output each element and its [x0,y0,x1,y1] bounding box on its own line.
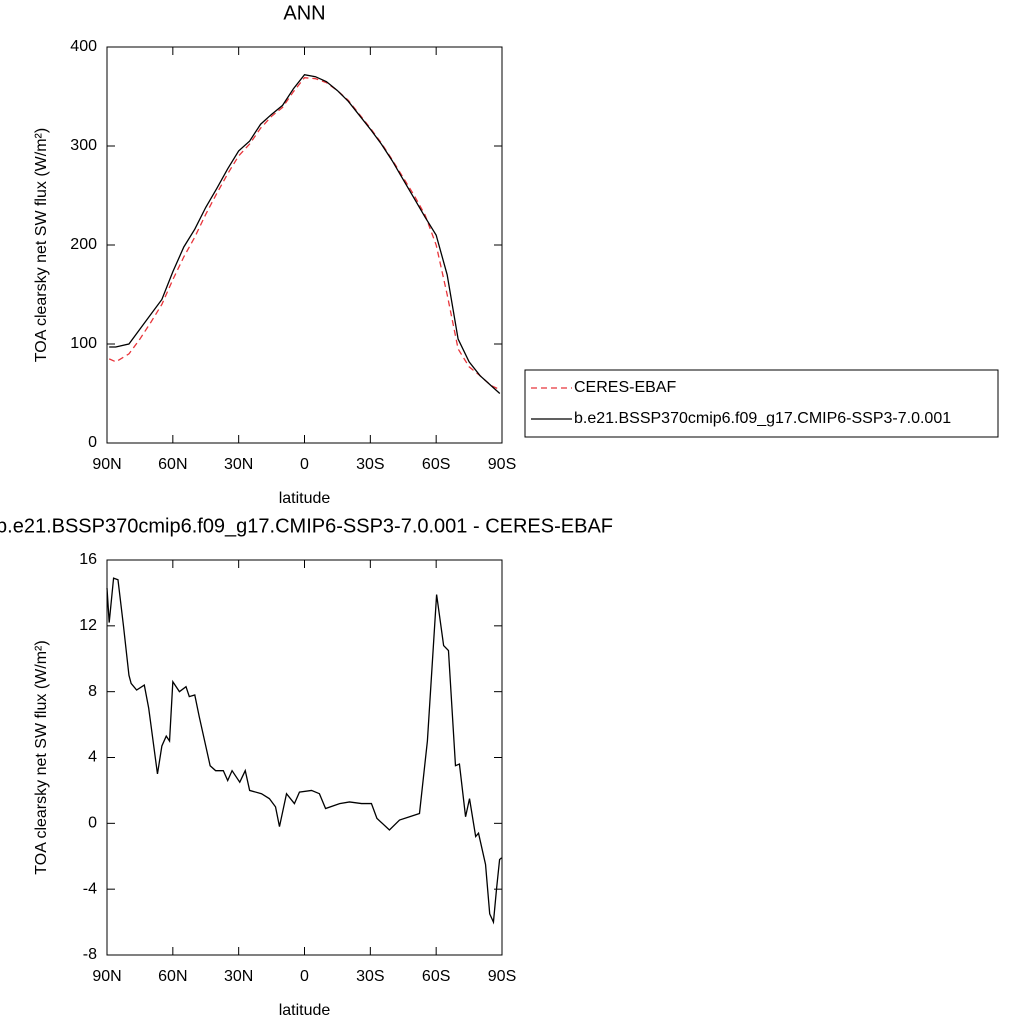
x-tick-label: 90N [92,968,121,985]
y-tick-label: 300 [70,137,97,154]
y-tick-label: 12 [79,617,97,634]
x-tick-label: 90S [488,968,516,985]
y-axis-label: TOA clearsky net SW flux (W/m²) [33,128,50,362]
y-axis-label: TOA clearsky net SW flux (W/m²) [33,640,50,874]
x-tick-label: 60S [422,456,450,473]
panel: b.e21.BSSP370cmip6.f09_g17.CMIP6-SSP3-7.… [0,515,613,1019]
legend-box [524,369,999,438]
data-line [108,77,501,391]
chart-title: b.e21.BSSP370cmip6.f09_g17.CMIP6-SSP3-7.… [0,515,613,537]
y-tick-label: 4 [88,749,97,766]
x-tick-label: 60N [158,456,187,473]
legend-label: CERES-EBAF [574,379,676,396]
x-tick-label: 30N [224,456,253,473]
x-axis-label: latitude [279,490,331,507]
plot-frame [106,559,503,956]
panel: ANN latitude TOA clearsky net SW flux (W/m… [33,2,999,507]
chart-title: ANN [283,2,325,24]
data-line [109,74,501,394]
y-tick-label: 0 [88,815,97,832]
y-tick-label: 400 [70,38,97,55]
y-tick-label: 100 [70,335,97,352]
x-tick-label: 90S [488,456,516,473]
plot-frame [106,46,503,444]
y-tick-label: -4 [83,880,97,897]
x-tick-label: 0 [300,968,309,985]
y-tick-label: 200 [70,236,97,253]
x-tick-label: 30S [356,456,384,473]
x-tick-label: 0 [300,456,309,473]
x-tick-label: 30S [356,968,384,985]
y-tick-label: 0 [88,434,97,451]
x-tick-label: 60N [158,968,187,985]
data-line [106,577,502,925]
y-tick-label: -8 [83,946,97,963]
y-tick-label: 8 [88,683,97,700]
legend-label: b.e21.BSSP370cmip6.f09_g17.CMIP6-SSP3-7.… [574,410,951,427]
y-tick-label: 16 [79,551,97,568]
x-tick-label: 60S [422,968,450,985]
x-tick-label: 90N [92,456,121,473]
x-axis-label: latitude [279,1002,331,1019]
x-tick-label: 30N [224,968,253,985]
